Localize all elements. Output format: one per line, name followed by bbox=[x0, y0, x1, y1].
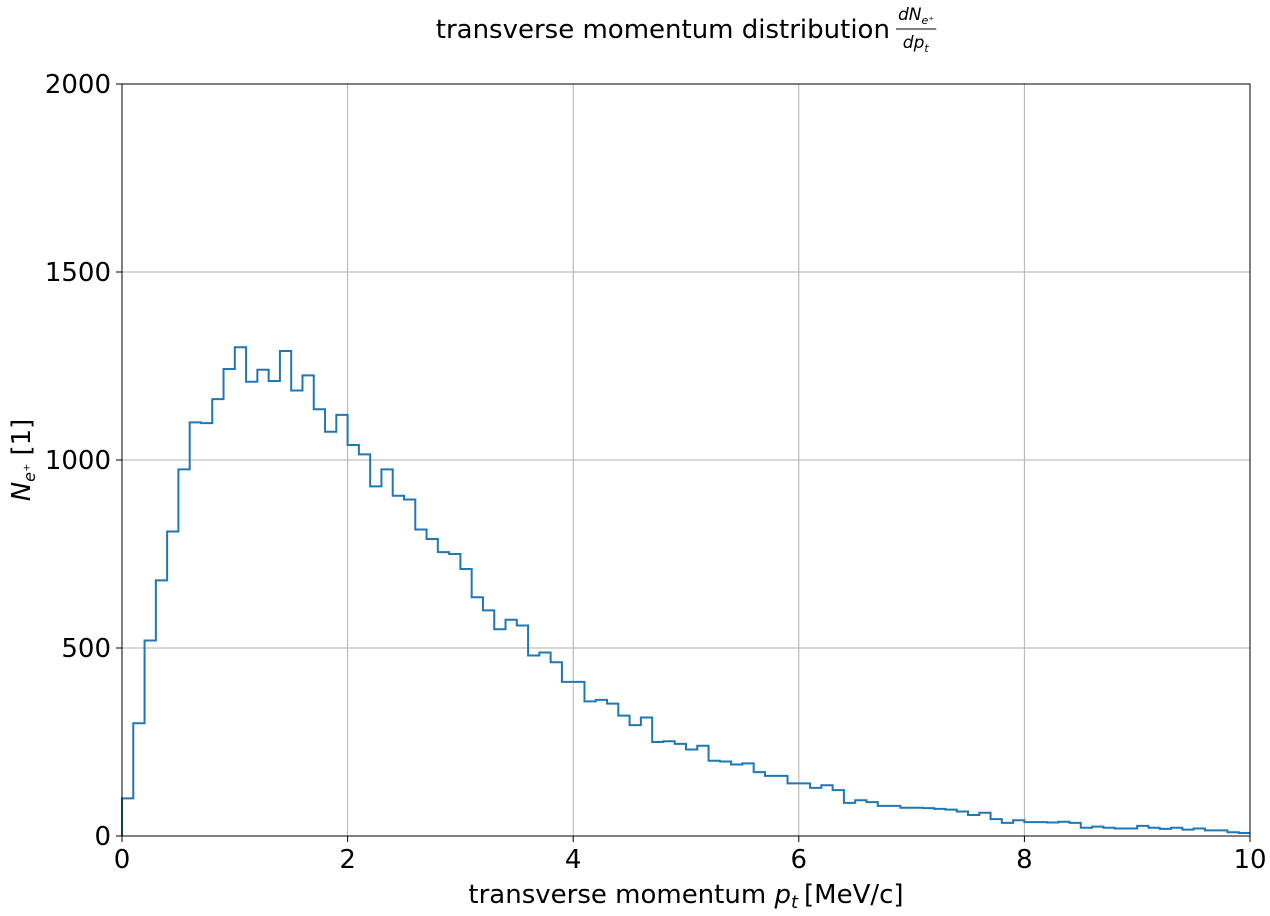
histogram-step-line bbox=[121, 346, 1250, 836]
x-tick-label-2: 4 bbox=[565, 845, 582, 875]
title-fraction-numerator: dNe⁺ bbox=[898, 5, 934, 27]
y-tick-label-4: 2000 bbox=[45, 70, 111, 100]
y-axis-label-symbol: N bbox=[7, 482, 37, 501]
title-den-symbol: dp bbox=[903, 33, 925, 53]
x-axis-label-sub: t bbox=[791, 892, 799, 913]
y-tick-label-0: 0 bbox=[94, 822, 111, 852]
x-tick-label-1: 2 bbox=[339, 845, 356, 875]
x-axis-label-symbol: p bbox=[773, 880, 791, 910]
y-tick-label-3: 1500 bbox=[45, 258, 111, 288]
x-axis-label-prefix: transverse momentum bbox=[468, 880, 774, 910]
x-tick-label-0: 0 bbox=[114, 845, 131, 875]
y-axis-label-sub: e⁺ bbox=[20, 464, 39, 482]
chart-title-text: transverse momentum distribution bbox=[436, 15, 890, 45]
y-axis-ticks: 0 500 1000 1500 2000 bbox=[45, 70, 122, 852]
x-tick-label-3: 6 bbox=[791, 845, 808, 875]
x-tick-label-4: 8 bbox=[1016, 845, 1033, 875]
y-axis-label: Ne⁺ [1] bbox=[7, 419, 39, 502]
x-axis-label-units: [MeV/c] bbox=[804, 880, 904, 910]
x-axis-ticks: 0 2 4 6 8 10 bbox=[114, 836, 1267, 875]
chart-title: transverse momentum distribution dNe⁺ dp… bbox=[436, 5, 937, 55]
title-den-sub: t bbox=[924, 42, 929, 55]
x-tick-label-5: 10 bbox=[1233, 845, 1266, 875]
x-axis-label: transverse momentum pt [MeV/c] bbox=[468, 880, 903, 913]
title-num-sub: e⁺ bbox=[921, 14, 934, 27]
title-fraction: dNe⁺ dpt bbox=[895, 5, 937, 55]
y-tick-label-1: 500 bbox=[61, 634, 111, 664]
title-fraction-denominator: dpt bbox=[903, 33, 930, 55]
y-axis-label-units: [1] bbox=[7, 419, 37, 456]
y-tick-label-2: 1000 bbox=[45, 446, 111, 476]
grid-lines bbox=[122, 84, 1250, 836]
title-num-symbol: dN bbox=[898, 5, 922, 25]
